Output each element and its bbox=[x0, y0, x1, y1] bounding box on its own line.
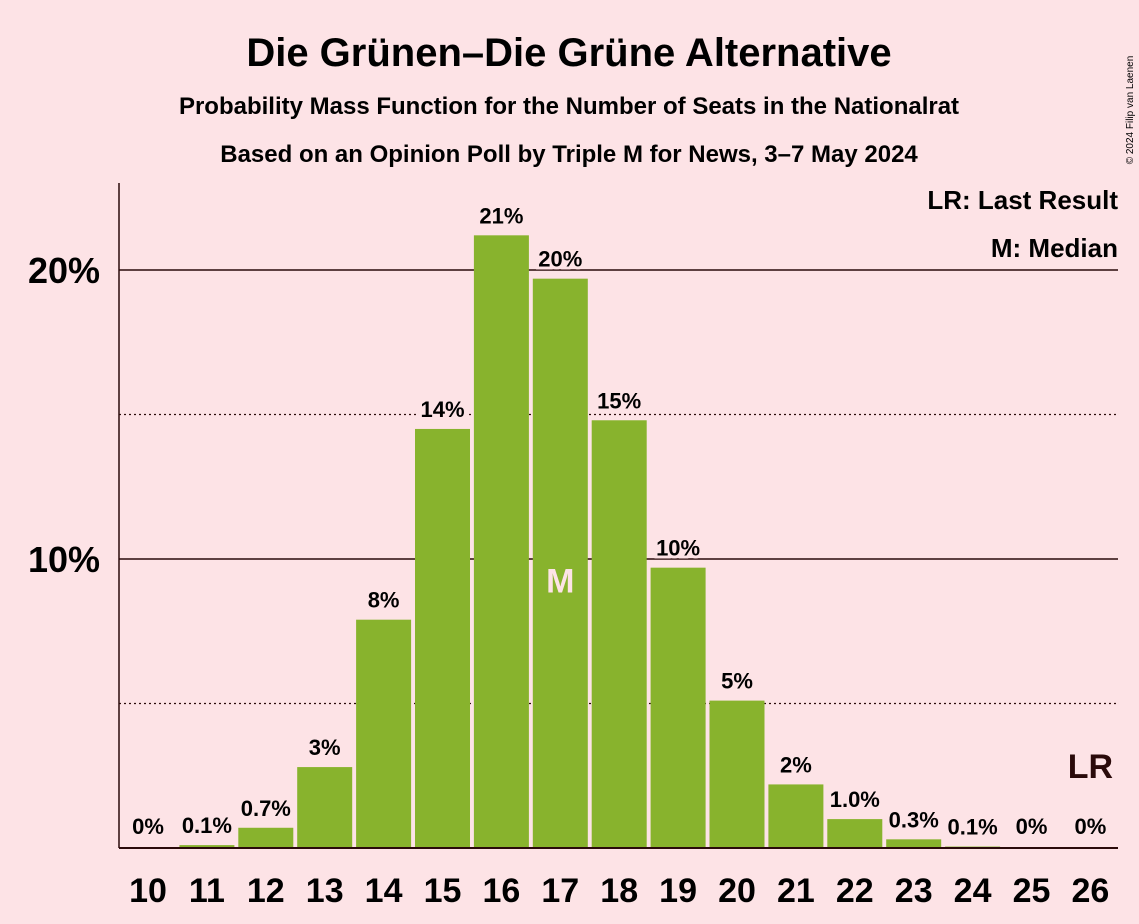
bar-label-15: 14% bbox=[420, 397, 464, 422]
bar-value-labels: 0% 0.1% 0.7% 3% 8% 14% 21% 20% M 15% 10% 5% 2% 1.0% 0.… bbox=[132, 200, 1113, 842]
chart-subtitle-source: Based on an Opinion Poll by Triple M for… bbox=[220, 141, 918, 168]
bar-17 bbox=[532, 278, 588, 848]
bar-label-24: 0.1% bbox=[948, 815, 998, 840]
bar-12 bbox=[238, 827, 294, 848]
bar-label-16: 21% bbox=[479, 203, 523, 228]
bar-13 bbox=[297, 767, 353, 848]
bar-label-25: 0% bbox=[1016, 814, 1048, 839]
x-tick-22: 22 bbox=[836, 872, 874, 910]
bar-label-11: 0.1% bbox=[182, 813, 232, 838]
x-tick-19: 19 bbox=[659, 872, 697, 910]
bar-label-14: 8% bbox=[368, 588, 400, 613]
x-tick-14: 14 bbox=[365, 872, 403, 910]
y-tick-10: 10% bbox=[28, 539, 100, 580]
bar-label-17: 20% bbox=[538, 247, 582, 272]
bars bbox=[179, 235, 1001, 848]
x-tick-21: 21 bbox=[777, 872, 815, 910]
legend-median: M: Median bbox=[991, 233, 1118, 263]
median-marker: M bbox=[546, 563, 574, 601]
bar-label-13: 3% bbox=[309, 735, 341, 760]
x-tick-17: 17 bbox=[541, 872, 579, 910]
x-tick-10: 10 bbox=[129, 872, 167, 910]
bar-19 bbox=[650, 567, 706, 848]
x-tick-23: 23 bbox=[895, 872, 933, 910]
bar-label-22: 1.0% bbox=[830, 787, 880, 812]
bar-label-10: 0% bbox=[132, 814, 164, 839]
x-tick-13: 13 bbox=[306, 872, 344, 910]
bar-15 bbox=[415, 428, 470, 848]
bar-20 bbox=[709, 700, 765, 848]
x-tick-15: 15 bbox=[424, 872, 462, 910]
x-tick-26: 26 bbox=[1071, 872, 1109, 910]
bar-11 bbox=[179, 845, 235, 848]
y-tick-20: 20% bbox=[28, 250, 100, 291]
x-axis-ticks: 10 11 12 13 14 15 16 17 18 19 20 21 22 23 24 25 26 bbox=[129, 872, 1109, 910]
bar-label-18: 15% bbox=[597, 388, 641, 413]
x-tick-16: 16 bbox=[482, 872, 520, 910]
bar-label-20: 5% bbox=[721, 669, 753, 694]
bar-23 bbox=[886, 839, 942, 848]
x-tick-18: 18 bbox=[600, 872, 638, 910]
bar-label-19: 10% bbox=[656, 536, 700, 561]
last-result-marker: LR bbox=[1068, 748, 1113, 786]
bar-16 bbox=[473, 235, 529, 848]
x-tick-12: 12 bbox=[247, 872, 285, 910]
x-tick-25: 25 bbox=[1013, 872, 1051, 910]
y-axis-ticks: 10% 20% bbox=[28, 250, 100, 580]
legend-last-result: LR: Last Result bbox=[927, 185, 1118, 215]
x-tick-20: 20 bbox=[718, 872, 756, 910]
bar-label-12: 0.7% bbox=[241, 796, 291, 821]
bar-label-21: 2% bbox=[780, 752, 812, 777]
bar-21 bbox=[768, 784, 824, 848]
bar-label-23: 0.3% bbox=[889, 807, 939, 832]
copyright-credit: © 2024 Filip van Laenen bbox=[1125, 56, 1136, 165]
chart-title: Die Grünen–Die Grüne Alternative bbox=[246, 31, 891, 75]
bar-14 bbox=[356, 619, 412, 848]
chart-subtitle: Probability Mass Function for the Number… bbox=[179, 93, 959, 120]
x-tick-24: 24 bbox=[954, 872, 992, 910]
bar-18 bbox=[591, 420, 647, 848]
bar-22 bbox=[827, 819, 883, 848]
x-tick-11: 11 bbox=[189, 872, 225, 910]
bar-label-26: 0% bbox=[1075, 814, 1107, 839]
